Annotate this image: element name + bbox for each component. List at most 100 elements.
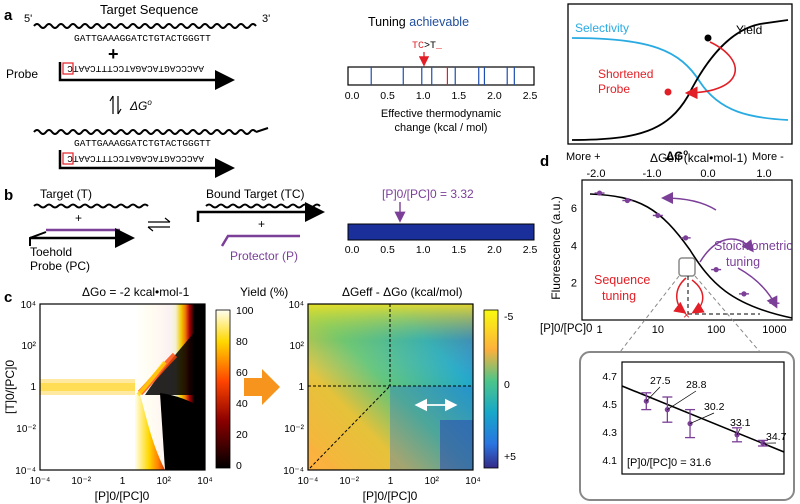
cb1-tick: 20 bbox=[236, 429, 248, 441]
top-tick: -2.0 bbox=[587, 168, 606, 180]
zoom-lead-left bbox=[619, 275, 680, 353]
equilibrium-arrow bbox=[112, 96, 119, 114]
top-axis-label: ΔGeff (kcal•mol-1) bbox=[650, 151, 747, 165]
inset-point-label: 28.8 bbox=[686, 379, 707, 391]
target-T-label: Target (T) bbox=[40, 187, 92, 201]
inset-point-label: 30.2 bbox=[704, 401, 725, 413]
top-tick: 0.0 bbox=[700, 168, 715, 180]
top-tick: -1.0 bbox=[643, 168, 662, 180]
right-xlabel: [P]0/[PC]0 bbox=[363, 489, 418, 503]
bar-tick: 0.5 bbox=[380, 244, 395, 256]
bar-tick: 1.5 bbox=[451, 244, 466, 256]
heatmap-xtick: 10⁻⁴ bbox=[298, 476, 319, 487]
zoom-lead-right bbox=[694, 275, 761, 353]
equilibrium-b bbox=[148, 221, 170, 228]
fluor-yticks: 6 4 2 bbox=[571, 203, 577, 290]
inset-point-label: 34.7 bbox=[766, 431, 787, 443]
protector-strand bbox=[220, 234, 300, 247]
inset-point-label: 33.1 bbox=[730, 417, 751, 429]
panel-d-label: d bbox=[540, 153, 549, 170]
bound-target-strand bbox=[205, 203, 321, 209]
plus-sign-a: + bbox=[108, 44, 119, 64]
top-tick: 1.0 bbox=[756, 168, 771, 180]
panel-b-label: b bbox=[4, 187, 13, 204]
tuning-bar-lines bbox=[370, 67, 515, 85]
heatmap-xtick: 10⁻² bbox=[339, 476, 359, 487]
right-heatmap-xticks: 10⁻⁴ 10⁻² 1 10² 10⁴ bbox=[298, 476, 481, 487]
panel-b: b Target (T) + Toehold Probe (PC) Bound … bbox=[4, 187, 537, 273]
probe-strand bbox=[58, 62, 235, 90]
tuning-xlabel-2: change (kcal / mol) bbox=[395, 122, 488, 134]
zoom-box bbox=[678, 257, 696, 277]
left-heatmap-yticks: 10⁴ 10² 1 10⁻² 10⁻⁴ bbox=[15, 300, 36, 477]
tuning-tick: 1.0 bbox=[416, 90, 431, 102]
tuning-mark-label: TC>T_ bbox=[412, 41, 443, 52]
data-point bbox=[596, 190, 603, 196]
delta-g-label: ΔGo bbox=[129, 98, 152, 113]
x-mid-label: ΔGo bbox=[666, 148, 688, 163]
toehold-label-1: Toehold bbox=[30, 245, 72, 259]
fluor-xtick: 1000 bbox=[762, 324, 786, 336]
right-heatmap-title: ΔGeff - ΔGo (kcal/mol) bbox=[342, 285, 463, 299]
heatmap-ytick: 10² bbox=[290, 341, 305, 352]
target-sequence-text: GATTGAAAGGATCTGTACTGGGTT bbox=[74, 33, 211, 44]
fluor-ylabel: Fluorescence (a.u.) bbox=[549, 196, 563, 299]
orange-arrow bbox=[244, 369, 280, 405]
tuning-tick: 1.5 bbox=[451, 90, 466, 102]
panel-c: c ΔGo = -2 kcal•mol-1 Yield (%) 10080604… bbox=[3, 285, 516, 503]
inset-ytick: 4.7 bbox=[602, 371, 617, 383]
data-point bbox=[624, 197, 630, 204]
plus-sign-b1: + bbox=[75, 211, 82, 225]
duplex-probe-sequence: AACCCAGTACAGATCCTTTCAATC bbox=[67, 153, 204, 164]
right-diagonal-dashed bbox=[309, 385, 391, 469]
data-point bbox=[713, 267, 719, 273]
cb1-tick: 40 bbox=[236, 398, 248, 410]
probe-sequence-text: AACCCAGTACAGATCCTTTCAATC bbox=[67, 63, 204, 74]
tuning-tick: 0.5 bbox=[380, 90, 395, 102]
probe-mismatch-box bbox=[62, 62, 74, 75]
cb1-tick: 100 bbox=[236, 305, 254, 317]
heatmap-xtick: 10⁻⁴ bbox=[30, 476, 51, 487]
shortened-probe-point bbox=[664, 88, 672, 96]
inset-point-label: 27.5 bbox=[650, 375, 671, 387]
data-point bbox=[683, 235, 689, 241]
tuning-bar bbox=[347, 66, 535, 86]
inset-label-leader bbox=[646, 386, 661, 402]
stoich-label-2: tuning bbox=[726, 255, 760, 269]
stoich-label-1: Stoichiometric bbox=[714, 239, 793, 253]
shortened-arrow bbox=[684, 41, 737, 100]
panel-a-label: a bbox=[4, 7, 13, 24]
target-strand bbox=[33, 23, 257, 29]
data-point bbox=[741, 291, 747, 297]
fluor-ytick: 2 bbox=[571, 278, 577, 290]
bar-tick: 1.0 bbox=[416, 244, 431, 256]
inset-yticks: 4.7 4.5 4.3 4.1 bbox=[602, 371, 617, 467]
seq-arrow-2 bbox=[691, 279, 705, 314]
target-sequence-title: Target Sequence bbox=[100, 2, 198, 17]
three-prime-label: 3' bbox=[262, 13, 270, 25]
panel-c-label: c bbox=[4, 289, 12, 306]
left-xlabel: [P]0/[PC]0 bbox=[95, 489, 150, 503]
fluor-xlabel: [P]0/[PC]0 bbox=[540, 323, 592, 335]
delta-colorbar bbox=[483, 309, 499, 469]
duplex-probe-strand bbox=[58, 150, 235, 178]
red-x-marker: × bbox=[683, 308, 690, 322]
x-right-label: More - bbox=[752, 151, 784, 163]
heatmap-ytick: 1 bbox=[298, 382, 304, 393]
duplex-sequence-text: GATTGAAAGGATCTGTACTGGGTT bbox=[74, 138, 211, 149]
inset-ytick: 4.1 bbox=[602, 455, 617, 467]
left-heatmap-xticks: 10⁻⁴ 10⁻² 1 10² 10⁴ bbox=[30, 476, 213, 487]
heatmap-ytick: 10⁻² bbox=[284, 424, 304, 435]
shortened-label-1: Shortened bbox=[598, 67, 653, 81]
heatmap-xtick: 10⁻² bbox=[71, 476, 91, 487]
panel-d: d ΔGeff (kcal•mol-1) -2.0 -1.0 0.0 1.0 642 … bbox=[540, 151, 795, 501]
inset-ratio-label: [P]0/[PC]0 = 31.6 bbox=[627, 457, 711, 469]
inset-label-leader bbox=[689, 412, 715, 424]
sketch-frame bbox=[567, 3, 793, 145]
stoich-arrow-1 bbox=[699, 238, 754, 263]
inset-label-leader bbox=[736, 428, 741, 435]
heatmap-xtick: 10² bbox=[425, 476, 440, 487]
ratio-label-b: [P]0/[PC]0 = 3.32 bbox=[382, 187, 474, 201]
tuning-xlabel-1: Effective thermodynamic bbox=[381, 108, 502, 120]
fluor-ytick: 6 bbox=[571, 203, 577, 215]
